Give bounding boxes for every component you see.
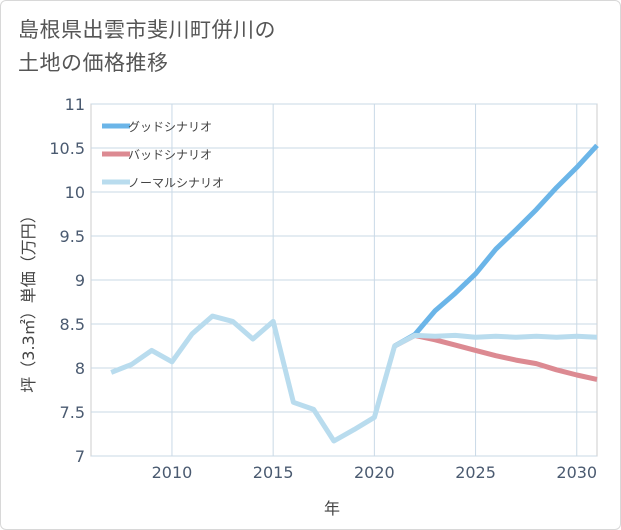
- x-axis-title: 年: [324, 499, 340, 518]
- legend-label-1: バッドシナリオ: [128, 148, 212, 162]
- x-tick-label: 2015: [253, 463, 294, 482]
- chart-title-line-1: 島根県出雲市斐川町併川の: [18, 18, 276, 42]
- chart-title: 島根県出雲市斐川町併川の 土地の価格推移: [18, 14, 276, 80]
- series-lines: [110, 143, 599, 444]
- legend-label-2: ノーマルシナリオ: [128, 176, 224, 190]
- y-tick-label: 7.5: [60, 403, 85, 422]
- legend-label-0: グッドシナリオ: [128, 120, 212, 134]
- series-line-0: [393, 143, 599, 349]
- y-tick-label: 9.5: [60, 227, 85, 246]
- y-axis-title: 坪（3.3㎡）単価（万円）: [19, 207, 38, 392]
- x-tick-label: 2025: [455, 463, 496, 482]
- axis-ticks: 7 7.5 8 8.5 9 9.5 10 10.5 11 2010 2015 2020 2025 2030: [49, 95, 597, 482]
- y-tick-label: 8: [75, 359, 85, 378]
- y-tick-label: 11: [65, 95, 85, 114]
- series-line-2: [110, 313, 598, 444]
- x-tick-label: 2010: [152, 463, 193, 482]
- y-tick-label: 8.5: [60, 315, 85, 334]
- chart-title-line-2: 土地の価格推移: [18, 51, 169, 75]
- y-tick-label: 9: [75, 271, 85, 290]
- y-tick-label: 10: [65, 183, 85, 202]
- y-tick-label: 7: [75, 447, 85, 466]
- grid-lines: [91, 103, 597, 457]
- y-tick-label: 10.5: [49, 139, 85, 158]
- x-tick-label: 2030: [556, 463, 597, 482]
- x-tick-label: 2020: [354, 463, 395, 482]
